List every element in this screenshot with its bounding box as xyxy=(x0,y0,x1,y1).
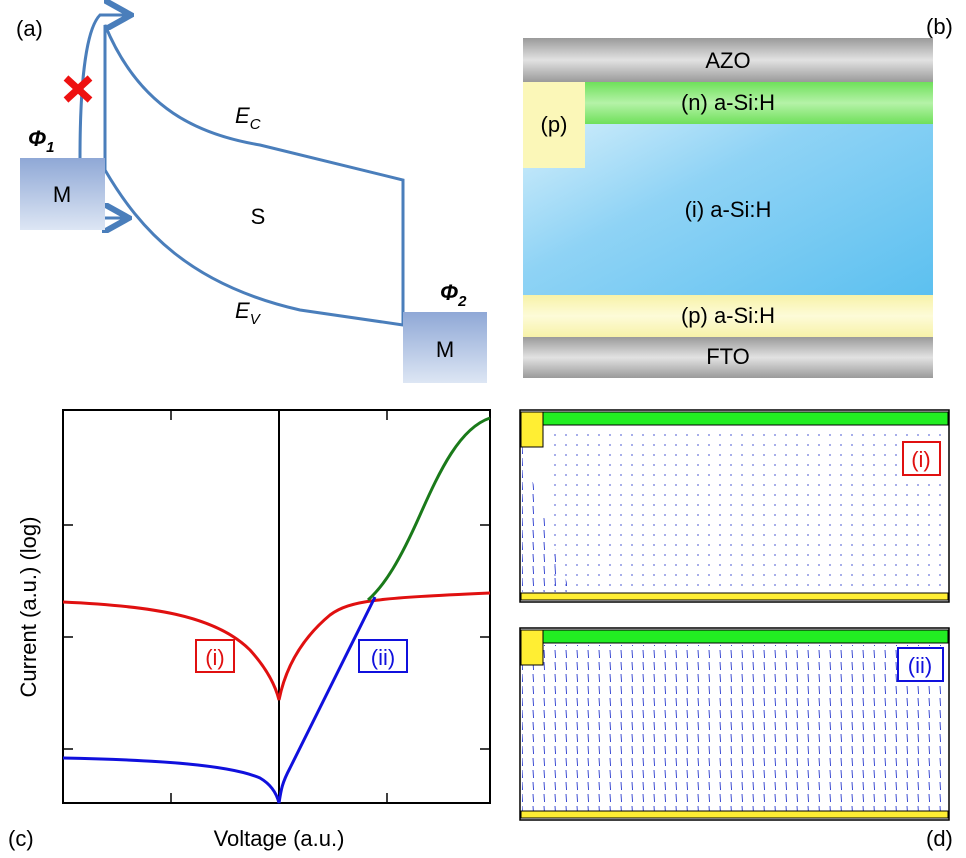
p-contact xyxy=(521,630,543,665)
layer-label: (p) a-Si:H xyxy=(681,303,775,328)
field-vectors xyxy=(522,645,947,811)
bottom-contact xyxy=(521,811,948,818)
metal-label: M xyxy=(436,337,454,362)
barrier-label: Φ1 xyxy=(28,126,54,156)
layer-label: (i) a-Si:H xyxy=(685,197,772,222)
bottom-contact xyxy=(521,593,948,600)
panel-a: (a) M M S Φ1 Φ2 EC EV xyxy=(16,15,487,383)
field-vectors xyxy=(545,430,945,592)
panel-label: (a) xyxy=(16,16,43,41)
barrier-label: Φ2 xyxy=(440,280,467,310)
layer-label: (p) xyxy=(541,112,568,137)
semiconductor-label: S xyxy=(251,204,266,229)
band-diagram xyxy=(105,25,403,325)
layer-label: AZO xyxy=(705,48,750,73)
band-label: EC xyxy=(235,103,261,133)
panel-d: (d) (i) (ii) xyxy=(520,410,953,851)
curve-high-bias xyxy=(368,418,490,600)
panel-c: (c) (i) (ii) Current (a.u.) (log) Voltag… xyxy=(8,410,490,851)
p-contact xyxy=(521,412,543,447)
panel-label: (c) xyxy=(8,826,34,851)
metal-label: M xyxy=(53,182,71,207)
panel-b: (b) AZO (n) a-Si:H (p) (i) a-Si:H (p) a-… xyxy=(523,14,953,378)
plot-label: (ii) xyxy=(908,653,932,678)
curve-label: (i) xyxy=(205,645,225,670)
x-axis-label: Voltage (a.u.) xyxy=(214,826,345,851)
n-contact xyxy=(521,630,948,643)
plot-label: (i) xyxy=(911,447,931,472)
panel-label: (b) xyxy=(926,14,953,39)
band-label: EV xyxy=(235,298,262,328)
layer-label: (n) a-Si:H xyxy=(681,90,775,115)
y-axis-label: Current (a.u.) (log) xyxy=(16,517,41,698)
blocked-mark xyxy=(66,78,90,100)
curve-label: (ii) xyxy=(371,645,395,670)
layer-label: FTO xyxy=(706,344,750,369)
curve-i xyxy=(63,593,490,700)
figure: (a) M M S Φ1 Φ2 EC EV (b) AZO (n) a-Si:H… xyxy=(0,0,966,858)
n-contact xyxy=(521,412,948,425)
panel-label: (d) xyxy=(926,826,953,851)
